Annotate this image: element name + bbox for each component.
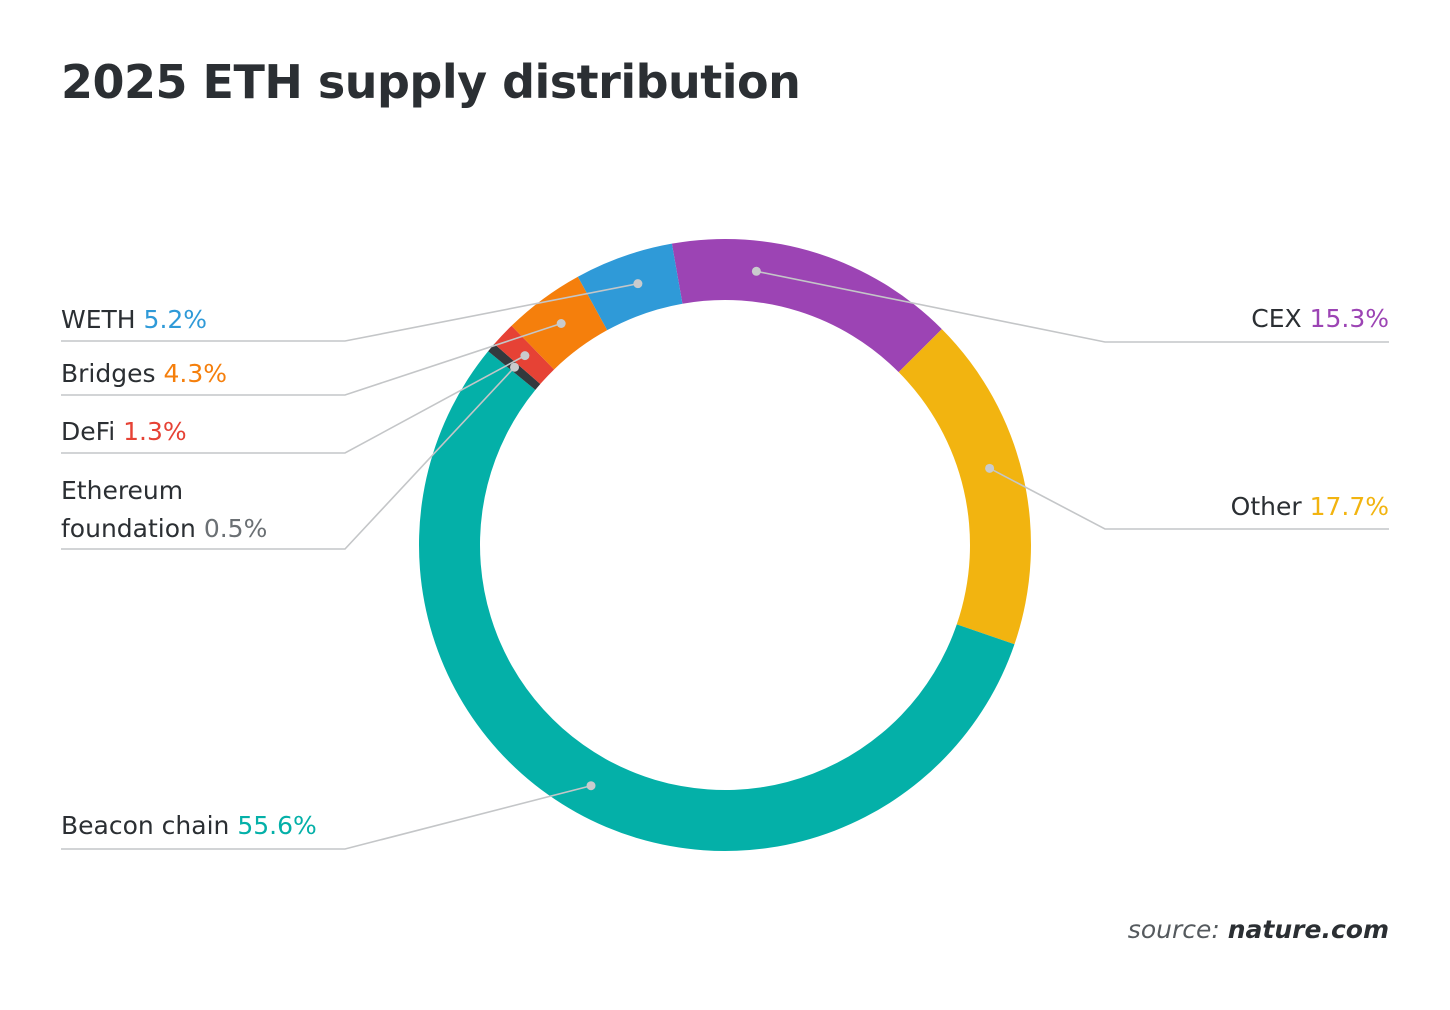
- leader-line-beacon-chain: [61, 784, 592, 850]
- label-value: 0.5%: [203, 514, 268, 543]
- slice-other: [898, 329, 1031, 645]
- leader-lines: [61, 266, 1389, 850]
- source-credit: source: nature.com: [1128, 910, 1389, 950]
- source-site: nature.com: [1227, 915, 1389, 944]
- label-name: CEX: [1251, 304, 1302, 333]
- label-bridges: Bridges 4.3%: [61, 355, 227, 393]
- slice-cex: [671, 238, 942, 373]
- label-value: 1.3%: [123, 417, 187, 446]
- leader-dot-other: [985, 463, 995, 473]
- leader-dot-bridges: [556, 318, 566, 328]
- leader-dot-cex: [751, 266, 761, 276]
- label-value: 5.2%: [143, 305, 208, 334]
- label-defi: DeFi 1.3%: [61, 413, 187, 451]
- label-other: Other 17.7%: [1231, 488, 1389, 526]
- leader-line-weth: [61, 282, 639, 342]
- label-name: Ethereum: [61, 476, 184, 505]
- label-name: Beacon chain: [61, 811, 230, 840]
- slice-weth: [577, 243, 683, 331]
- label-ethereum-foundation: Ethereum foundation 0.5%: [61, 472, 267, 548]
- label-value: 17.7%: [1309, 492, 1389, 521]
- leader-line-defi: [61, 354, 526, 454]
- label-cex: CEX 15.3%: [1251, 300, 1389, 338]
- label-name: foundation: [61, 514, 196, 543]
- source-prefix: source:: [1127, 915, 1220, 944]
- label-beacon-chain: Beacon chain 55.6%: [61, 807, 317, 845]
- label-weth: WETH 5.2%: [61, 301, 207, 339]
- leader-dot-beacon-chain: [586, 781, 596, 791]
- chart-title: 2025 ETH supply distribution: [61, 55, 801, 109]
- label-name: WETH: [61, 305, 136, 334]
- donut-slices: [418, 238, 1031, 851]
- leader-dot-ethereum-foundation: [510, 362, 520, 372]
- leader-dot-defi: [520, 351, 530, 361]
- leader-dot-weth: [633, 279, 643, 289]
- leader-line-cex: [756, 270, 1389, 343]
- leader-line-ethereum-foundation: [61, 366, 516, 550]
- label-value: 4.3%: [163, 359, 227, 388]
- label-value: 55.6%: [237, 811, 317, 840]
- leader-line-other: [989, 467, 1389, 530]
- slice-beacon-chain: [418, 351, 1015, 851]
- leader-line-bridges: [61, 322, 562, 396]
- label-value: 15.3%: [1309, 304, 1389, 333]
- label-name: Other: [1230, 492, 1302, 521]
- label-name: DeFi: [61, 417, 116, 446]
- label-name: Bridges: [61, 359, 156, 388]
